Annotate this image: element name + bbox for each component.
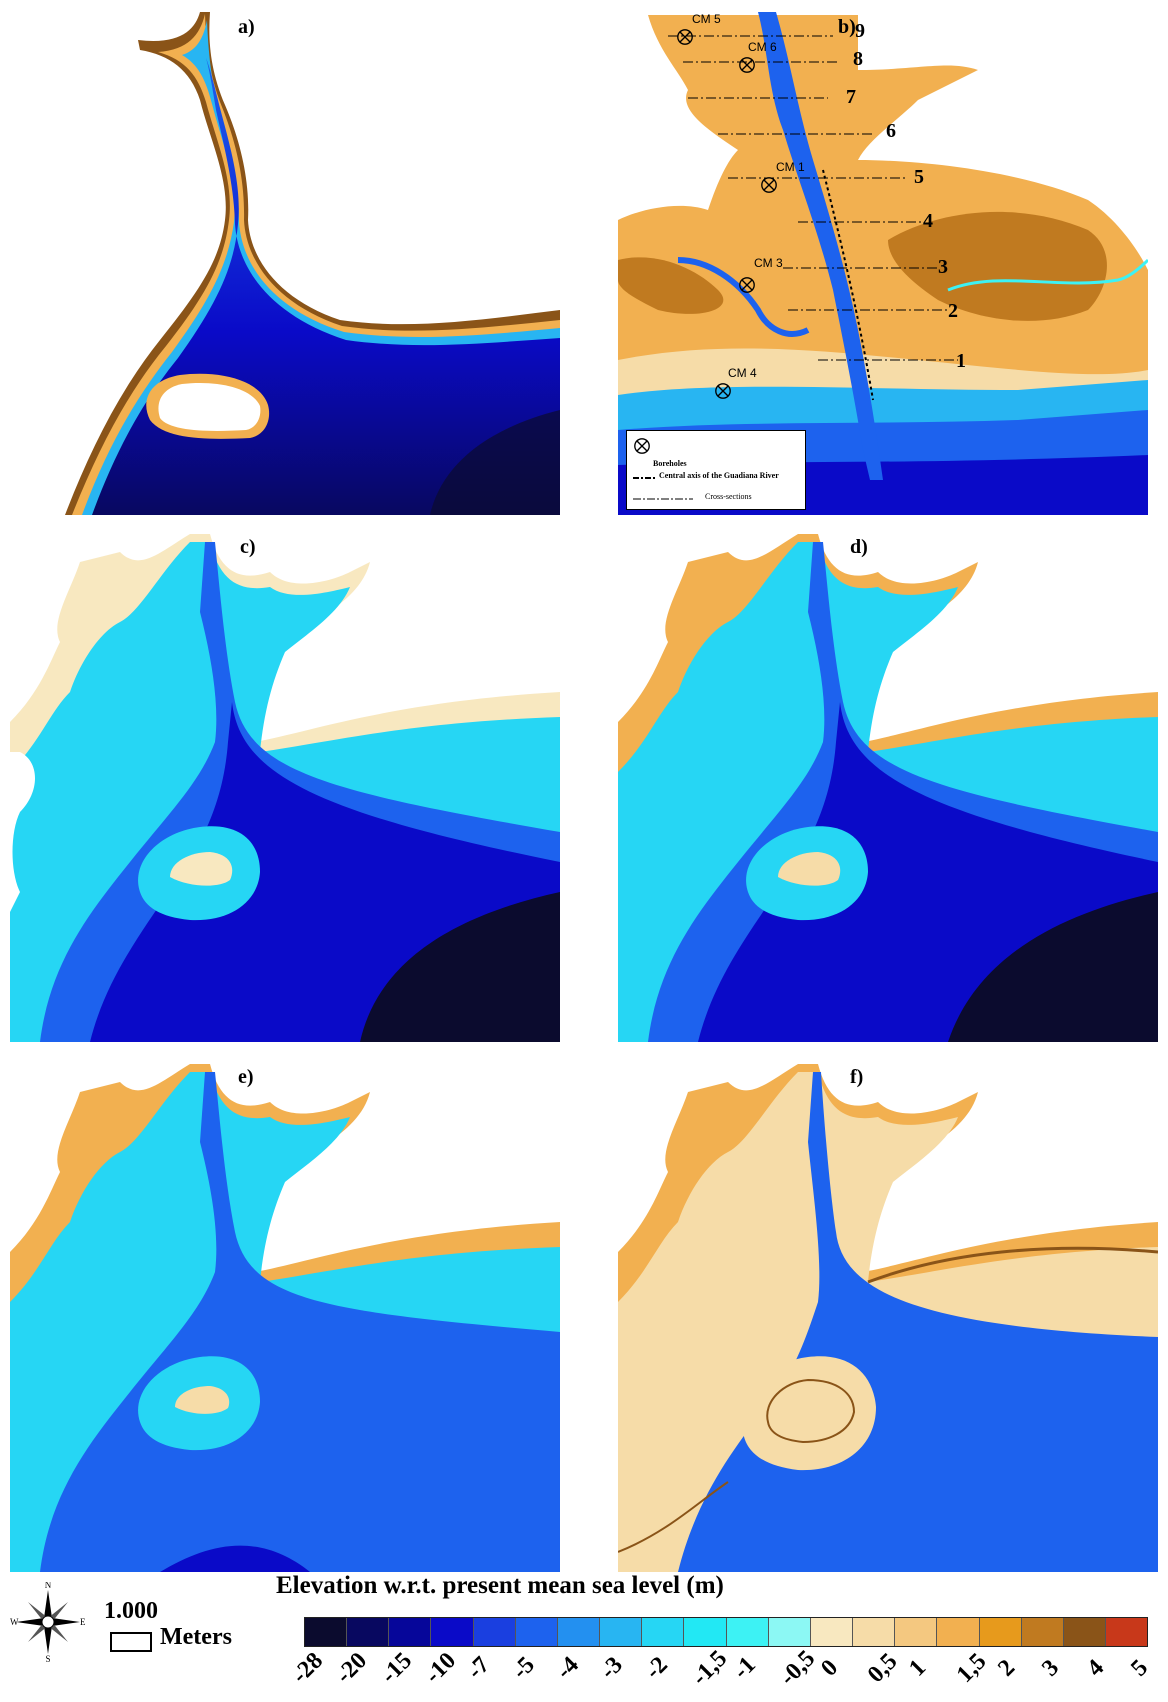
colorbar-tick-label: -28 — [287, 1647, 329, 1689]
colorbar-tick-label: -10 — [420, 1647, 462, 1689]
legend-axis: Central axis of the Guadiana River — [659, 471, 779, 480]
colorbar-cell — [726, 1618, 769, 1646]
colorbar-tick-label: 0 — [815, 1654, 843, 1682]
colorbar-tick-label: -15 — [375, 1647, 417, 1689]
legend-boreholes: Boreholes — [653, 459, 687, 468]
cross-section-label-7: 7 — [846, 86, 856, 108]
map-d-graphic — [618, 534, 1158, 1042]
scale-unit: Meters — [160, 1624, 232, 1650]
colorbar-cell — [642, 1618, 685, 1646]
colorbar-tick-label: 5 — [1126, 1654, 1154, 1682]
colorbar-tick-label: -1,5 — [686, 1645, 733, 1691]
scale-box — [110, 1632, 152, 1652]
colorbar-cell — [979, 1618, 1022, 1646]
colorbar-cell — [810, 1618, 854, 1646]
colorbar-cell — [305, 1618, 348, 1646]
legend-title: Elevation w.r.t. present mean sea level … — [276, 1572, 724, 1599]
colorbar-tick-label: 0,5 — [862, 1648, 903, 1688]
colorbar-cell — [389, 1618, 432, 1646]
colorbar-tick-label: 1,5 — [951, 1648, 992, 1688]
legend-cross-sections: Cross-sections — [705, 492, 752, 501]
colorbar-tick-label: -3 — [595, 1651, 629, 1685]
map-a-graphic — [65, 12, 560, 515]
cross-section-label-2: 2 — [948, 300, 958, 322]
borehole-label-cm5: CM 5 — [692, 12, 721, 26]
cross-section-label-1: 1 — [956, 350, 966, 372]
borehole-icon — [761, 177, 777, 193]
borehole-icon — [715, 383, 731, 399]
colorbar-cell — [515, 1618, 558, 1646]
colorbar-cell — [853, 1618, 896, 1646]
colorbar-cell — [557, 1618, 601, 1646]
map-b-legend: Boreholes Central axis of the Guadiana R… — [626, 430, 806, 510]
borehole-label-cm6: CM 6 — [748, 40, 777, 54]
map-panel-d: d) — [618, 532, 1158, 1042]
colorbar-cell — [473, 1618, 516, 1646]
compass-rose-icon: N S W E — [10, 1582, 86, 1662]
colorbar-tick-label: 4 — [1081, 1654, 1109, 1682]
axis-line-icon — [633, 477, 655, 479]
colorbar-cell — [600, 1618, 643, 1646]
colorbar-cell — [768, 1618, 811, 1646]
river-axis-line — [822, 169, 874, 401]
map-c-graphic — [10, 534, 560, 1042]
colorbar-cell — [1021, 1618, 1064, 1646]
cross-line-icon — [633, 498, 693, 500]
scale-value: 1.000 — [104, 1598, 158, 1624]
colorbar-tick-label: -5 — [506, 1651, 540, 1685]
colorbar-tick-label: -0,5 — [775, 1645, 821, 1691]
panel-label-f: f) — [850, 1066, 864, 1088]
colorbar-cell — [431, 1618, 474, 1646]
cross-section-lines — [668, 35, 958, 361]
borehole-label-cm4: CM 4 — [728, 366, 757, 380]
colorbar-cell — [1063, 1618, 1106, 1646]
colorbar-tick-label: -20 — [331, 1647, 373, 1689]
borehole-icon — [739, 277, 755, 293]
borehole-icon — [634, 438, 650, 454]
panel-label-e: e) — [238, 1066, 254, 1088]
compass-w: W — [10, 1617, 19, 1627]
colorbar-tick-label: 2 — [993, 1654, 1021, 1682]
panel-label-d: d) — [850, 536, 868, 558]
colorbar-cell — [1105, 1618, 1148, 1646]
map-panel-e: e) — [10, 1062, 560, 1572]
colorbar-cell — [895, 1618, 938, 1646]
map-panel-a: a) — [10, 10, 560, 515]
colorbar-cell — [347, 1618, 390, 1646]
colorbar-tick-label: 1 — [904, 1654, 932, 1682]
compass-s: S — [45, 1654, 50, 1662]
colorbar-tick-label: -4 — [551, 1651, 584, 1685]
cross-section-label-6: 6 — [886, 120, 896, 142]
borehole-icon — [739, 57, 755, 73]
map-f-graphic — [618, 1064, 1158, 1572]
panel-label-a: a) — [238, 16, 255, 38]
map-panel-f: f) — [618, 1062, 1158, 1572]
panel-label-b: b) — [838, 16, 856, 38]
cross-section-label-8: 8 — [853, 48, 863, 70]
panel-label-c: c) — [240, 536, 256, 558]
colorbar-ticks: -28 -20 -15 -10 -7 -5 -4 -3 -2 -1,5 -1 -0,5 0 0,5 1 1,5… — [287, 1646, 1168, 1700]
borehole-label-cm3: CM 3 — [754, 256, 783, 270]
colorbar-cell — [937, 1618, 980, 1646]
cross-section-label-3: 3 — [938, 256, 948, 278]
borehole-icon — [677, 29, 693, 45]
cross-section-label-4: 4 — [923, 210, 933, 232]
borehole-label-cm1: CM 1 — [776, 160, 805, 174]
colorbar-tick-label: -7 — [462, 1651, 496, 1685]
map-panel-c: c) — [10, 532, 560, 1042]
colorbar-cell — [684, 1618, 727, 1646]
compass-e: E — [80, 1617, 86, 1627]
map-e-graphic — [10, 1064, 560, 1572]
map-panel-b: b) 9 8 7 6 5 4 3 2 1 CM 5 CM 6 CM 1 CM 3… — [618, 10, 1148, 515]
colorbar-tick-label: 3 — [1037, 1654, 1065, 1682]
elevation-colorbar — [304, 1617, 1148, 1647]
colorbar-tick-label: -2 — [639, 1651, 673, 1685]
compass-n: N — [45, 1582, 52, 1590]
cross-section-label-9: 9 — [855, 20, 865, 42]
cross-section-label-5: 5 — [914, 166, 924, 188]
colorbar-tick-label: -1 — [728, 1651, 762, 1685]
